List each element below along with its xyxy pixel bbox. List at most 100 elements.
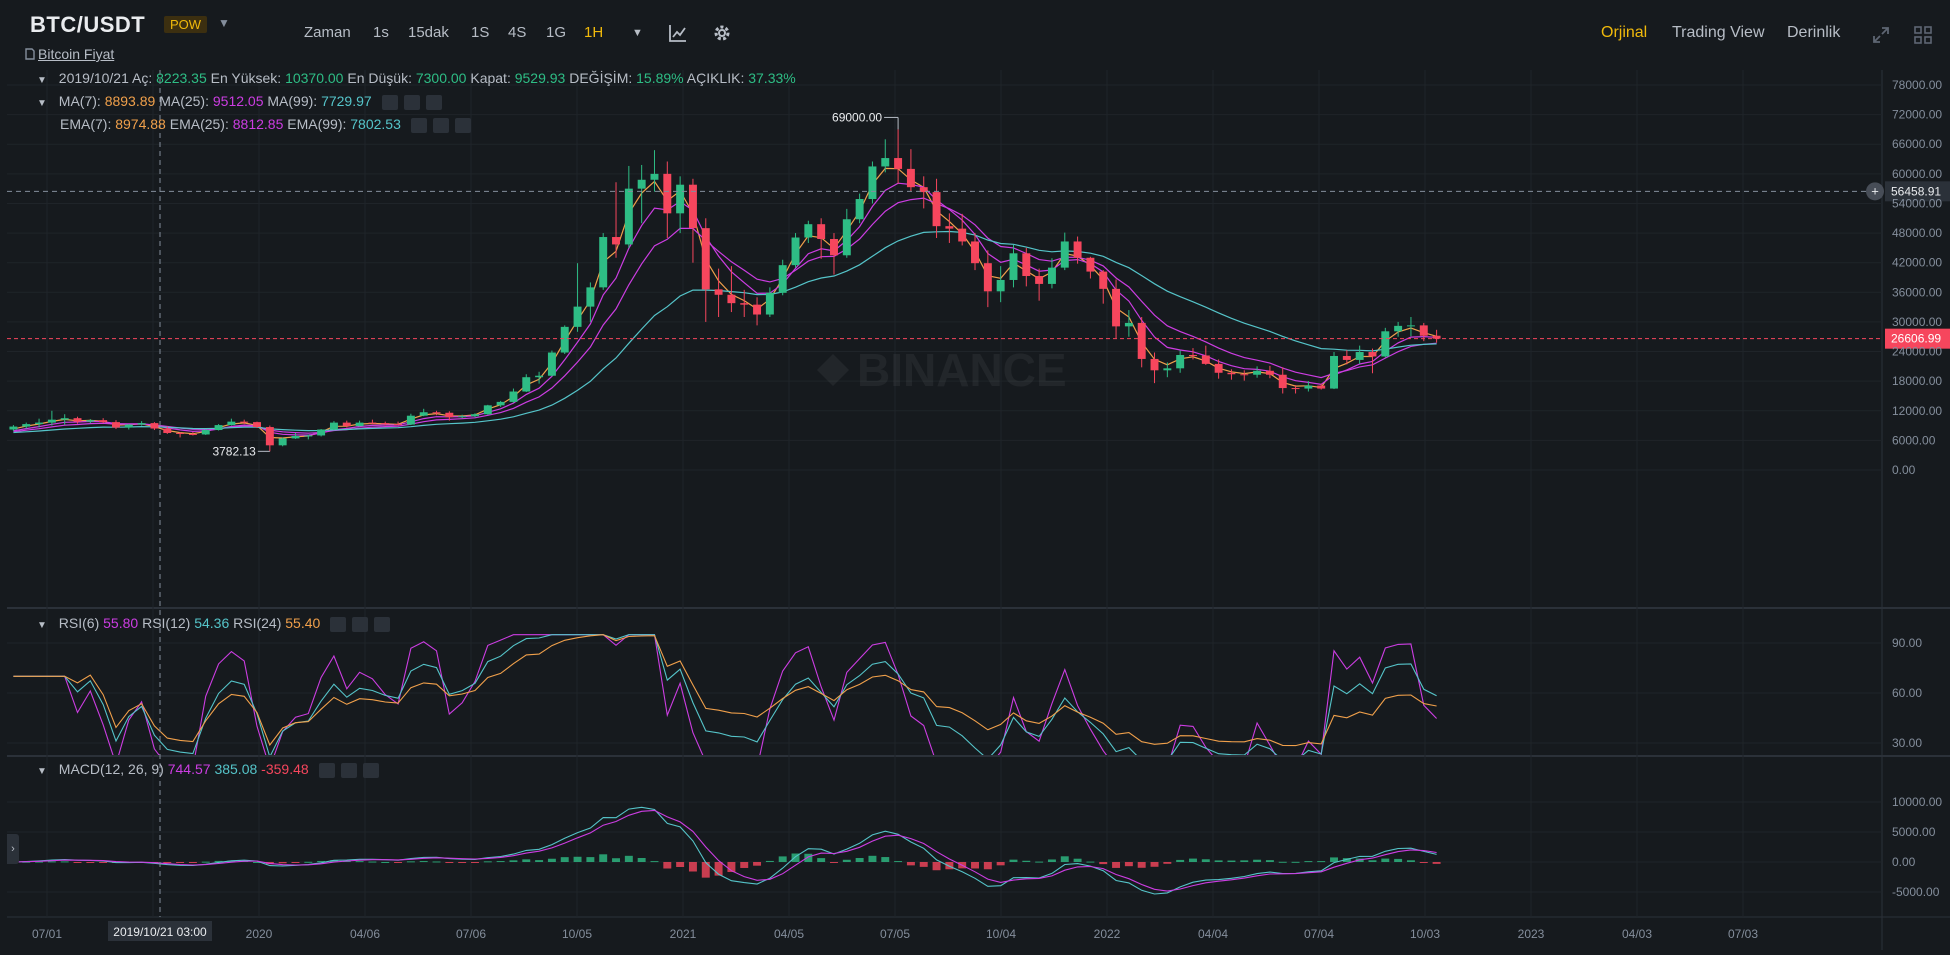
ma7-label: MA(7): [58, 93, 101, 109]
ma-line-ma7 [13, 167, 1437, 439]
macd-histogram-bar [855, 858, 864, 862]
macd-histogram-bar [676, 862, 685, 867]
view-tradingview[interactable]: Trading View [1672, 24, 1765, 41]
sidebar-toggle-icon[interactable]: › [7, 834, 19, 864]
close-icon[interactable] [454, 117, 471, 133]
macd-histogram-bar [458, 862, 467, 863]
y-tick-label: 6000.00 [1892, 433, 1936, 447]
candle-body [9, 426, 18, 430]
tf-15dak[interactable]: 15dak [408, 24, 449, 41]
macd-histogram-bar [406, 861, 415, 863]
pair-title[interactable]: BTC/USDT [30, 12, 146, 37]
macd-histogram-bar [1214, 860, 1223, 862]
macd-histogram-bar [509, 860, 518, 862]
settings-icon[interactable] [403, 94, 420, 110]
candle-body [958, 228, 967, 242]
svg-text:BINANCE: BINANCE [857, 344, 1067, 396]
candle-body [791, 237, 800, 266]
candle-body [868, 166, 877, 200]
macd-histogram-bar [624, 855, 633, 862]
chart-area[interactable]: BINANCE +56458.91 2019/10/21 03:00 26606.9… [7, 70, 1950, 950]
x-tick-label: 2020 [246, 927, 273, 941]
y-tick-label: 0.00 [1892, 463, 1916, 477]
view-depth[interactable]: Derinlik [1787, 24, 1841, 41]
rsi-legend: ▼ RSI(6) 55.80 RSI(12) 54.36 RSI(24) 55.… [37, 615, 391, 632]
candle-body [291, 435, 300, 439]
macd-histogram-bar [1099, 862, 1108, 865]
y-tick-label: 18000.00 [1892, 374, 1942, 388]
settings-icon[interactable] [340, 762, 357, 778]
macd-histogram-bar [983, 862, 992, 870]
collapse-caret-icon[interactable]: ▼ [37, 620, 47, 631]
macd-histogram-bar [1047, 859, 1056, 862]
x-tick-label: 04/04 [1198, 927, 1228, 941]
settings-icon[interactable] [352, 616, 369, 632]
tf-1s[interactable]: 1s [373, 24, 389, 41]
candle-body [1137, 322, 1146, 359]
candle-body [1176, 354, 1185, 369]
candle-body [560, 326, 569, 353]
close-icon[interactable] [374, 616, 391, 632]
macd-histogram-bar [1189, 858, 1197, 862]
ma-line-ma99 [13, 230, 1437, 434]
macd-histogram-bar [1419, 862, 1428, 863]
candle-body [304, 435, 313, 437]
collapse-caret-icon[interactable]: ▼ [37, 766, 47, 777]
candle-body [919, 187, 928, 193]
candle-body [1342, 355, 1351, 360]
macd-histogram-bar [381, 861, 390, 863]
hide-eye-icon[interactable] [330, 616, 347, 632]
tf-zaman[interactable]: Zaman [304, 24, 351, 41]
candle-body [1291, 388, 1300, 390]
candle-body [1214, 363, 1223, 373]
x-tick-label: 2022 [1094, 927, 1121, 941]
macd-histogram-bar [599, 854, 608, 862]
pair-dropdown-icon[interactable]: ▼ [218, 16, 230, 30]
high-label: En Yüksek: [210, 70, 282, 86]
price-chart-canvas[interactable]: BINANCE +56458.91 2019/10/21 03:00 26606.9… [7, 70, 1950, 950]
candle-body [727, 294, 736, 304]
coin-info-link[interactable]: Bitcoin Fiyat [38, 46, 115, 62]
close-icon[interactable] [362, 762, 379, 778]
macd-histogram-bar [830, 862, 838, 863]
indicator-icon[interactable] [667, 22, 689, 44]
macd-histogram-bar [727, 862, 736, 873]
layout-grid-icon[interactable] [1912, 24, 1934, 46]
macd-histogram-bar [1150, 862, 1159, 867]
candle-body [1419, 325, 1428, 336]
settings-icon[interactable] [432, 117, 449, 133]
hide-eye-icon[interactable] [381, 94, 398, 110]
macd-hist-value: -359.48 [261, 761, 309, 777]
tf-4S[interactable]: 4S [508, 24, 527, 41]
ema25-label: EMA(25): [169, 116, 229, 132]
x-tick-label: 07/03 [1728, 927, 1758, 941]
tf-1G[interactable]: 1G [546, 24, 567, 41]
view-original[interactable]: Orjinal [1601, 24, 1648, 41]
fullscreen-icon[interactable] [1870, 24, 1892, 46]
macd-histogram-bar [1163, 862, 1172, 864]
y-tick-label: 42000.00 [1892, 256, 1942, 270]
collapse-caret-icon[interactable]: ▼ [37, 75, 47, 86]
macd-histogram-bar [355, 861, 364, 863]
macd-histogram-bar [163, 862, 172, 863]
macd-histogram-bar [471, 862, 479, 863]
y-tick-label: 66000.00 [1892, 137, 1942, 151]
macd-dif-value: 744.57 [167, 761, 211, 777]
more-timeframes-icon[interactable]: ▼ [632, 27, 643, 39]
macd-histogram-bar [1227, 860, 1236, 862]
candle-body [624, 188, 633, 245]
settings-gear-icon[interactable] [711, 22, 733, 44]
macd-histogram-bar [1291, 861, 1300, 863]
high-price-label: 69000.00 [832, 110, 882, 124]
x-tick-label: 10/05 [562, 927, 592, 941]
hide-eye-icon[interactable] [318, 762, 335, 778]
amplitude-value: 37.33% [748, 70, 796, 86]
collapse-caret-icon[interactable]: ▼ [37, 98, 47, 109]
coin-info-icon [25, 48, 35, 60]
hide-eye-icon[interactable] [410, 117, 427, 133]
macd-histogram-bar [560, 857, 569, 862]
close-icon[interactable] [425, 94, 442, 110]
tf-1H[interactable]: 1H [584, 24, 604, 41]
tf-1S[interactable]: 1S [471, 24, 490, 41]
candle-body [535, 375, 544, 378]
